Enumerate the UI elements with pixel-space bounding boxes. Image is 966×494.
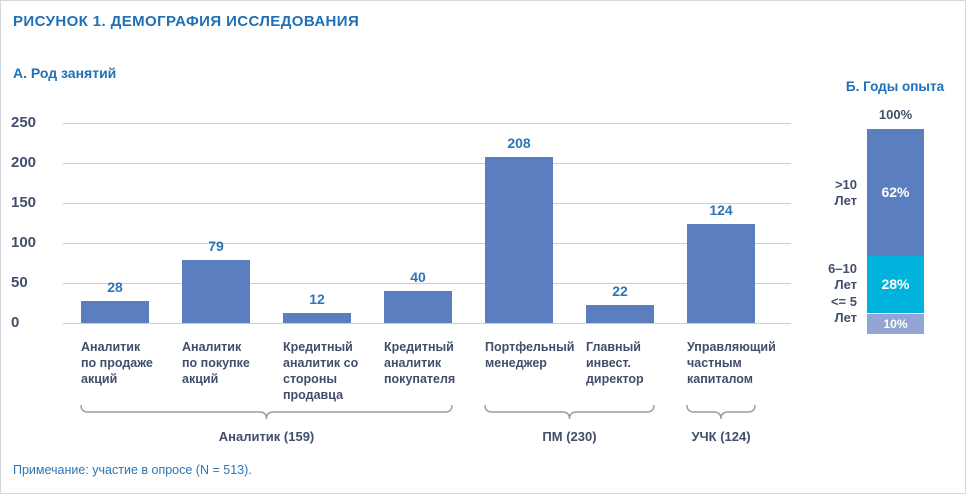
- stack-total-label: 100%: [878, 107, 913, 122]
- bar-value-label: 124: [709, 201, 733, 218]
- y-axis-tick-label: 50: [11, 274, 28, 291]
- segment-side-label-line: Лет: [834, 309, 857, 325]
- y-axis-tick-label: 200: [11, 154, 37, 171]
- group-label: УЧК (124): [691, 429, 751, 444]
- category-label-line: Кредитный: [283, 340, 353, 354]
- stack-segment: 10%: [867, 313, 924, 334]
- category-label-line: Управляющий: [687, 340, 776, 354]
- group-label: Аналитик (159): [218, 429, 315, 444]
- category-label: Кредитный аналитик со стороны продавца: [283, 339, 387, 403]
- gridline: [63, 283, 791, 284]
- y-axis-tick-label: 250: [11, 114, 37, 131]
- segment-side-label-line: >10: [834, 176, 857, 192]
- category-label-line: покупателя: [384, 372, 456, 386]
- segment-side-label-line: <= 5: [830, 293, 857, 309]
- stack-segment: 62%: [867, 129, 924, 257]
- category-label: Аналитик по продаже акций: [81, 339, 185, 387]
- gridline: [63, 243, 791, 244]
- bar: [384, 291, 452, 323]
- segment-side-label-line: 6–10: [828, 260, 857, 276]
- category-label: Аналитик по покупке акций: [182, 339, 286, 387]
- category-label-line: аналитик со: [283, 356, 359, 370]
- gridline: [63, 323, 791, 324]
- segment-side-label: 6–10 Лет: [771, 261, 857, 293]
- category-label-line: капиталом: [687, 372, 754, 386]
- figure-title: РИСУНОК 1. ДЕМОГРАФИЯ ИССЛЕДОВАНИЯ: [13, 13, 360, 30]
- panel-b-title: Б. Годы опыта: [845, 79, 945, 94]
- bar: [485, 156, 553, 323]
- gridline: [63, 123, 791, 124]
- category-label-line: акций: [182, 372, 219, 386]
- category-label: Кредитный аналитик покупателя: [384, 339, 488, 387]
- y-axis-tick-label: 150: [11, 194, 37, 211]
- bar: [182, 259, 250, 323]
- bar-value-label: 79: [208, 237, 224, 254]
- category-label-line: по покупке: [182, 356, 250, 370]
- category-label: Портфельный менеджер: [485, 339, 589, 371]
- category-label-line: Портфельный: [485, 340, 575, 354]
- category-label-line: по продаже: [81, 356, 153, 370]
- category-label-line: стороны: [283, 372, 338, 386]
- bar: [586, 305, 654, 323]
- gridline: [63, 163, 791, 164]
- bar: [283, 313, 351, 323]
- category-label-line: частным: [687, 356, 742, 370]
- bar-value-label: 22: [612, 283, 628, 300]
- bar: [81, 300, 149, 323]
- segment-side-label: <= 5 Лет: [771, 294, 857, 326]
- bar-value-label: 208: [507, 134, 531, 151]
- segment-side-label-line: Лет: [834, 276, 857, 292]
- category-label-line: менеджер: [485, 356, 547, 370]
- category-label-line: Аналитик: [81, 340, 141, 354]
- group-label: ПМ (230): [542, 429, 597, 444]
- bar: [687, 223, 755, 323]
- gridline: [63, 203, 791, 204]
- category-label-line: Кредитный: [384, 340, 454, 354]
- category-label: Главный инвест. директор: [586, 339, 690, 387]
- category-label-line: директор: [586, 372, 644, 386]
- segment-value-label: 28%: [881, 276, 910, 293]
- category-label-line: аналитик: [384, 356, 442, 370]
- y-axis-tick-label: 0: [11, 314, 20, 331]
- figure-note: Примечание: участие в опросе (N = 513).: [13, 463, 252, 477]
- segment-side-label: >10 Лет: [771, 177, 857, 209]
- segment-side-label-line: Лет: [834, 192, 857, 208]
- category-label: Управляющий частным капиталом: [687, 339, 791, 387]
- y-axis-tick-label: 100: [11, 234, 37, 251]
- category-label-line: продавца: [283, 388, 344, 402]
- category-label-line: Аналитик: [182, 340, 242, 354]
- bar-value-label: 12: [309, 291, 325, 308]
- panel-a-title: А. Род занятий: [13, 65, 117, 81]
- segment-value-label: 62%: [881, 184, 910, 200]
- category-label-line: инвест.: [586, 356, 631, 370]
- bar-value-label: 40: [410, 269, 426, 285]
- category-label-line: акций: [81, 372, 118, 386]
- bar-value-label: 28: [107, 278, 123, 295]
- stack-segment: 28%: [867, 256, 924, 314]
- category-label-line: Главный: [586, 340, 641, 354]
- segment-value-label: 10%: [883, 316, 908, 331]
